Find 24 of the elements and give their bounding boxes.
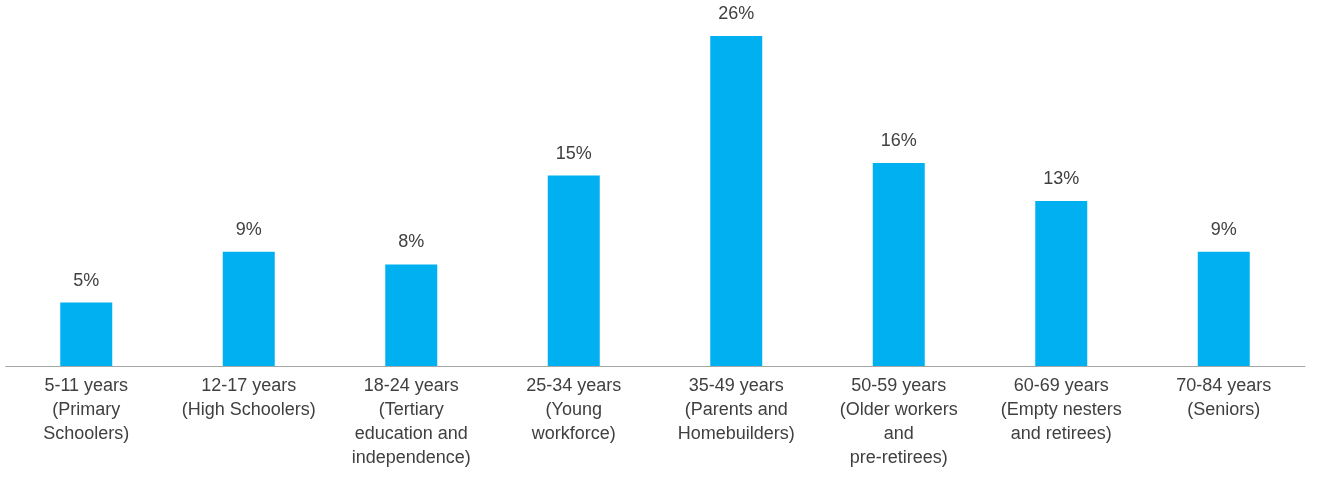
bar xyxy=(547,175,600,366)
bar xyxy=(1035,201,1088,366)
bar xyxy=(222,251,275,366)
x-tick-label: 50-59 years (Older workers and pre-retirees) xyxy=(839,374,958,467)
data-label: 5% xyxy=(73,269,100,290)
data-label: 13% xyxy=(1043,168,1080,188)
bar xyxy=(1197,251,1250,366)
bar xyxy=(60,302,113,366)
data-label: 9% xyxy=(1210,218,1237,239)
data-label: 16% xyxy=(880,129,917,150)
data-label: 8% xyxy=(398,231,425,252)
data-label: 15% xyxy=(555,142,592,163)
x-tick-label: 5-11 years (Primary Schoolers) xyxy=(43,374,130,443)
bar xyxy=(710,36,763,366)
x-tick-label: 12-17 years (High Schoolers) xyxy=(181,374,316,419)
x-tick-label: 25-34 years (Young workforce) xyxy=(526,374,622,443)
x-tick-label: 70-84 years (Seniors) xyxy=(1176,374,1272,419)
data-label: 9% xyxy=(235,218,262,239)
x-tick-label: 60-69 years (Empty nesters and retirees) xyxy=(1000,374,1122,443)
bar xyxy=(872,162,925,366)
x-tick-label: 18-24 years (Tertiary education and independence) xyxy=(351,374,471,467)
x-tick-label: 35-49 years (Parents and Homebuilders) xyxy=(677,374,795,443)
data-label: 26% xyxy=(718,3,755,23)
bar xyxy=(385,264,438,366)
